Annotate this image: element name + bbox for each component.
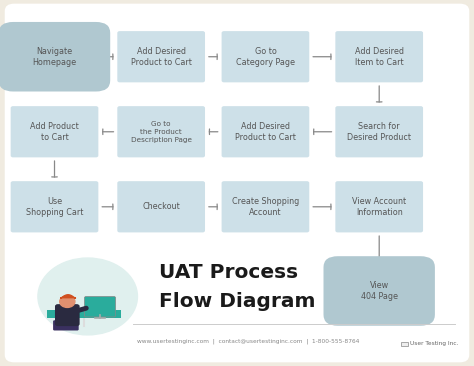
FancyBboxPatch shape [221,31,309,82]
Text: Use
Shopping Cart: Use Shopping Cart [26,197,83,217]
Text: UAT Process: UAT Process [159,263,298,282]
Text: Add Desired
Item to Cart: Add Desired Item to Cart [355,46,404,67]
Text: Create Shopping
Account: Create Shopping Account [232,197,299,217]
FancyBboxPatch shape [323,256,435,326]
FancyBboxPatch shape [221,106,309,157]
Text: User Testing Inc.: User Testing Inc. [410,341,458,346]
FancyBboxPatch shape [118,31,205,82]
FancyBboxPatch shape [118,106,205,157]
Text: Go to
Category Page: Go to Category Page [236,46,295,67]
Text: Navigate
Homepage: Navigate Homepage [32,46,77,67]
FancyBboxPatch shape [55,304,80,326]
Circle shape [38,258,137,335]
FancyBboxPatch shape [0,22,110,92]
FancyBboxPatch shape [11,106,99,157]
Text: Add Desired
Product to Cart: Add Desired Product to Cart [235,122,296,142]
Circle shape [60,296,75,307]
FancyBboxPatch shape [401,342,408,346]
FancyBboxPatch shape [11,181,99,232]
FancyBboxPatch shape [47,310,121,318]
Text: Checkout: Checkout [142,202,180,211]
Text: www.usertestinginc.com  |  contact@usertestinginc.com  |  1-800-555-8764: www.usertestinginc.com | contact@usertes… [137,338,360,344]
Text: Go to
the Product
Description Page: Go to the Product Description Page [131,121,191,142]
Text: Flow Diagram: Flow Diagram [159,292,315,311]
Text: Add Product
to Cart: Add Product to Cart [30,122,79,142]
Text: Add Desired
Product to Cart: Add Desired Product to Cart [131,46,191,67]
FancyBboxPatch shape [221,181,309,232]
Text: Search for
Desired Product: Search for Desired Product [347,122,411,142]
Text: View Account
Information: View Account Information [352,197,406,217]
FancyBboxPatch shape [336,181,423,232]
FancyBboxPatch shape [336,106,423,157]
FancyBboxPatch shape [53,320,79,330]
FancyBboxPatch shape [336,31,423,82]
Text: View
404 Page: View 404 Page [361,281,398,301]
FancyBboxPatch shape [84,296,116,317]
FancyBboxPatch shape [118,181,205,232]
